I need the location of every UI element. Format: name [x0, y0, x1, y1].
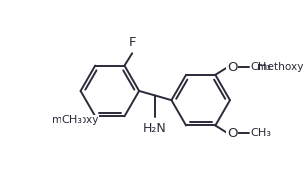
Text: CH₃: CH₃	[251, 128, 272, 138]
Text: methoxy: methoxy	[52, 115, 99, 125]
Text: CH₃: CH₃	[251, 62, 272, 72]
Text: H₂N: H₂N	[143, 123, 166, 135]
Text: O: O	[227, 61, 237, 74]
Text: O: O	[69, 114, 80, 127]
Text: CH₃: CH₃	[61, 115, 82, 125]
Text: O: O	[227, 127, 237, 140]
Text: methoxy: methoxy	[70, 119, 76, 120]
Text: F: F	[129, 36, 137, 49]
Text: methoxy: methoxy	[257, 62, 304, 72]
